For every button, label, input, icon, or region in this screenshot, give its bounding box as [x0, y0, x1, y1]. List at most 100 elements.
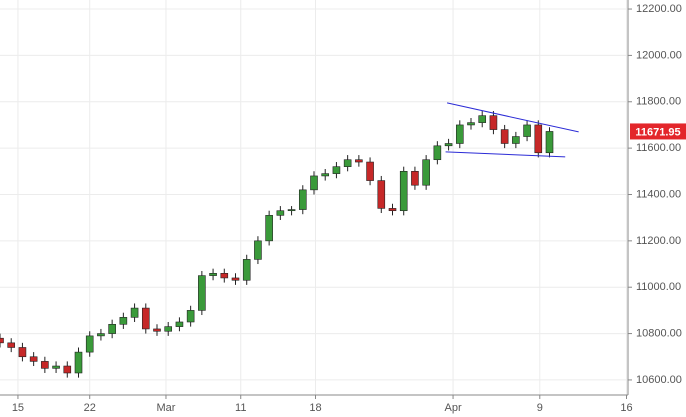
y-tick-label: 10800.00 [636, 327, 682, 339]
y-tick-label: 11400.00 [636, 188, 681, 200]
x-tick-label: 11 [235, 402, 246, 414]
candle-body [534, 124, 543, 154]
candle [41, 356, 49, 373]
candle-body [411, 171, 419, 186]
candle-body [343, 159, 352, 167]
candle [321, 168, 330, 181]
candle-body [321, 173, 330, 177]
candle [119, 312, 128, 329]
candle-body [287, 209, 296, 212]
candle-body [500, 129, 509, 144]
candle-body [220, 273, 229, 279]
candle-body [512, 136, 520, 144]
y-tick-label: 11800.00 [636, 96, 681, 108]
candle [276, 206, 285, 220]
candle-body [254, 240, 262, 260]
candle-body [130, 307, 139, 318]
candle-body [455, 124, 464, 144]
candle [399, 166, 408, 216]
candle [254, 236, 262, 265]
candle-body [85, 335, 94, 353]
candle-body [7, 342, 16, 348]
candle-body [298, 189, 307, 210]
candle [343, 155, 352, 172]
candle [7, 338, 16, 353]
candle-body [198, 275, 206, 311]
candle-body [209, 273, 217, 276]
candle [85, 331, 94, 357]
candle-body [153, 328, 161, 332]
trend-line [445, 151, 566, 158]
candle [108, 319, 116, 339]
candle [29, 352, 38, 367]
y-tick-label: 12000.00 [636, 49, 682, 61]
candle [231, 273, 240, 285]
candle-body [18, 347, 27, 358]
candle-body [164, 326, 173, 332]
candle [198, 270, 206, 316]
candle-body [265, 215, 273, 242]
candle-body [489, 115, 498, 130]
candle-body [175, 321, 184, 327]
x-tick-label: 15 [12, 402, 24, 414]
trend-line [446, 102, 579, 133]
candle-body [355, 159, 363, 163]
last-price-label: 11671.95 [635, 126, 680, 138]
candle-body [422, 159, 430, 186]
candle [455, 120, 464, 149]
candle-body [108, 323, 116, 334]
candle-body [97, 333, 105, 337]
candle [467, 117, 475, 130]
candle-body [231, 277, 240, 281]
x-tick-label: 22 [84, 402, 96, 414]
candle-body [433, 145, 442, 161]
candle-body [52, 365, 60, 369]
candle [153, 324, 161, 336]
candle [366, 157, 374, 186]
candle [500, 124, 509, 149]
candle [287, 206, 296, 216]
candle [332, 162, 341, 179]
candle [310, 171, 318, 195]
candle [242, 254, 251, 285]
candle [489, 111, 498, 135]
candle-body [478, 115, 487, 123]
candle-body [0, 337, 4, 344]
x-tick-label: 9 [537, 402, 543, 414]
candle [164, 321, 173, 336]
candle-body [186, 310, 195, 323]
candle [422, 155, 430, 190]
candle-body [444, 143, 453, 147]
y-tick-label: 11000.00 [636, 281, 681, 293]
candle [209, 268, 217, 281]
candle [265, 210, 273, 246]
candle [388, 203, 397, 216]
candle-body [141, 307, 150, 330]
y-tick-label: 11600.00 [636, 142, 681, 154]
last-price-box [630, 123, 686, 140]
y-tick-label: 10600.00 [636, 374, 682, 386]
candle-body [119, 317, 128, 325]
candle [377, 175, 386, 214]
candle [175, 317, 184, 332]
candle [97, 328, 105, 341]
candle-body [332, 166, 341, 174]
candle-body [242, 259, 251, 281]
x-tick-label: Mar [156, 402, 175, 414]
candle [478, 111, 487, 128]
candle [411, 166, 419, 190]
candle-body [467, 122, 475, 126]
candle [298, 185, 307, 215]
candle-body [310, 175, 318, 191]
y-tick-label: 11200.00 [636, 235, 681, 247]
candle [523, 120, 531, 142]
candle [0, 333, 4, 348]
candle [444, 138, 453, 151]
candle [63, 361, 72, 378]
candle-body [388, 208, 397, 212]
candle-body [366, 161, 374, 181]
candle [74, 347, 83, 378]
candle-body [545, 131, 554, 154]
candle-body [276, 210, 285, 216]
